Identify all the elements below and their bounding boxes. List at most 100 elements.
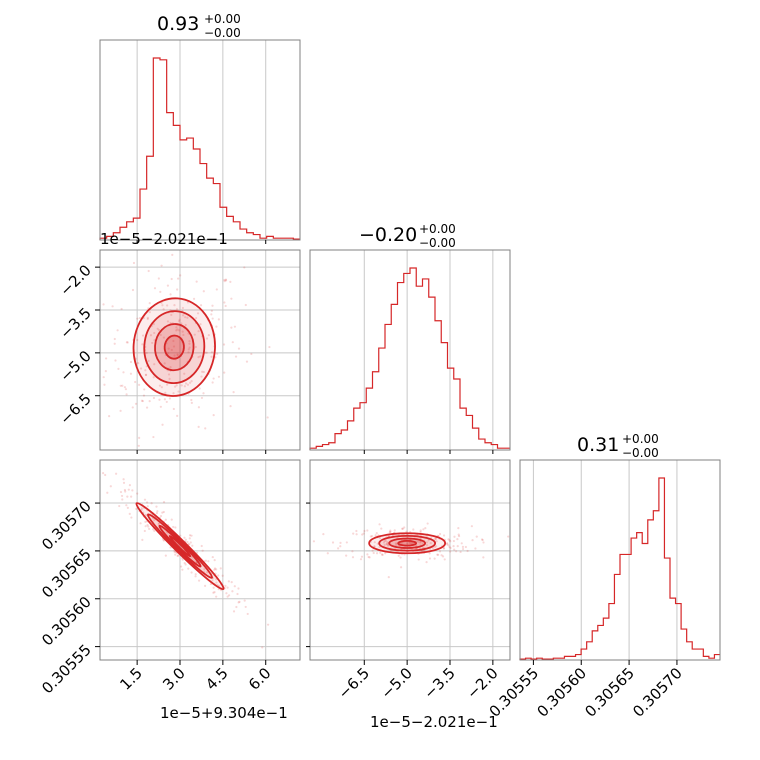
density-panel-2-0-sample xyxy=(200,544,203,548)
density-panel-1-0-sample xyxy=(193,333,196,336)
density-panel-2-0-sample xyxy=(102,472,105,475)
density-panel-2-0-sample xyxy=(211,579,214,582)
density-panel-1-0-sample xyxy=(147,269,150,273)
density-panel-2-0-sample xyxy=(204,559,208,562)
density-panel-2-1-sample xyxy=(449,540,452,543)
density-panel-1-0-sample xyxy=(170,277,173,281)
ytick-label-2-0: 0.30555 xyxy=(38,641,95,698)
density-panel-2-1-sample xyxy=(379,551,382,554)
density-panel-1-0-sample xyxy=(169,366,172,369)
density-panel-1-0-sample xyxy=(153,331,156,335)
density-panel-2-0-sample xyxy=(126,495,129,498)
density-panel-2-0-sample xyxy=(226,595,229,598)
density-panel-1-0-sample xyxy=(114,359,117,362)
density-panel-2-0-sample xyxy=(130,516,133,519)
density-panel-1-0-sample xyxy=(113,337,116,341)
density-panel-2-0-sample xyxy=(261,646,264,649)
density-panel-2-1-sample xyxy=(326,552,329,555)
density-panel-2-0-sample xyxy=(152,528,155,531)
density-panel-2-1-sample xyxy=(437,553,440,556)
density-panel-2-0-sample xyxy=(172,525,175,529)
density-panel-2-0-sample xyxy=(174,526,177,529)
density-panel-2-1-sample xyxy=(373,541,376,544)
density-panel-2-1-sample xyxy=(425,541,428,544)
density-panel-2-1-sample xyxy=(457,534,461,538)
density-panel-1-0-sample xyxy=(158,384,162,387)
density-panel-1-0-sample xyxy=(215,288,218,291)
density-panel-2-1-sample xyxy=(409,541,412,545)
density-panel-1-0-sample xyxy=(179,274,182,277)
density-panel-2-0-sample xyxy=(170,518,173,521)
density-panel-1-0-sample xyxy=(194,345,197,349)
density-panel-1-0-sample xyxy=(173,385,177,388)
density-panel-1-0-sample xyxy=(175,326,178,329)
density-panel-1-0-sample xyxy=(102,303,105,306)
density-panel-1-0-sample xyxy=(223,278,226,282)
density-panel-2-1-sample xyxy=(435,540,438,543)
density-panel-1-0-sample xyxy=(159,405,162,408)
density-panel-1-0-sample xyxy=(184,323,187,327)
density-panel-1-0-sample xyxy=(162,336,166,339)
density-panel-1-0-sample xyxy=(144,369,147,372)
density-panel-1-0-sample xyxy=(180,322,183,325)
density-panel-2-1-sample xyxy=(421,542,424,545)
density-panel-2-1-sample xyxy=(366,553,369,556)
density-panel-2-0-sample xyxy=(125,504,128,507)
density-panel-2-1-sample xyxy=(456,544,459,548)
density-panel-1-0-sample xyxy=(187,351,190,354)
density-panel-2-0-sample xyxy=(115,472,118,475)
density-panel-2-0-sample xyxy=(266,623,270,626)
density-panel-2-0-contour-4 xyxy=(168,535,192,558)
density-panel-2-1-sample xyxy=(481,538,484,542)
xtick-label-1-0: −6.5 xyxy=(335,664,373,702)
density-panel-1-0-sample xyxy=(104,370,107,373)
hist-panel-1-background xyxy=(100,40,300,240)
density-panel-1-0-sample xyxy=(172,407,175,411)
density-panel-2-0-sample xyxy=(139,522,142,525)
density-panel-1-0-sample xyxy=(181,314,185,317)
density-panel-1-0-sample xyxy=(166,320,170,323)
density-panel-1-0-sample xyxy=(103,383,106,386)
density-panel-2-1-sample xyxy=(449,550,452,553)
density-panel-1-0-frame xyxy=(99,249,301,451)
density-panel-2-0-sample xyxy=(173,550,176,554)
ytick-label-1-1: −5.0 xyxy=(56,347,94,385)
density-panel-2-1-sample xyxy=(374,534,377,537)
density-panel-1-0-sample xyxy=(197,330,200,333)
density-panel-2-0-sample xyxy=(212,591,215,594)
density-panel-2-1-sample xyxy=(447,544,450,547)
xtick-label-0-0: 1.5 xyxy=(116,664,146,694)
density-panel-1-0-sample xyxy=(173,354,176,357)
density-panel-2-0-sample xyxy=(176,554,179,558)
density-panel-2-0-sample xyxy=(191,544,194,547)
density-panel-2-0-sample xyxy=(174,553,177,556)
density-panel-2-0-sample xyxy=(213,558,216,562)
density-panel-1-0-sample xyxy=(172,345,176,348)
density-panel-2-0-sample xyxy=(213,568,216,571)
density-panel-1-0-sample xyxy=(245,360,249,363)
density-panel-2-1-sample xyxy=(448,539,451,542)
density-panel-1-0-sample xyxy=(119,409,122,412)
density-panel-2-0-sample xyxy=(244,605,247,609)
density-panel-1-0-sample xyxy=(126,341,129,344)
density-panel-2-1-sample xyxy=(482,541,485,544)
density-panel-1-0-sample xyxy=(190,401,193,404)
density-panel-1-0-sample xyxy=(211,317,214,320)
density-panel-1-0-sample xyxy=(176,353,179,356)
density-panel-2-0-sample xyxy=(153,529,156,533)
density-panel-2-0-sample xyxy=(109,485,112,488)
density-panel-2-1-sample xyxy=(436,553,439,556)
density-panel-1-0-sample xyxy=(202,370,205,374)
density-panel-2-1-sample xyxy=(371,549,374,552)
density-panel-2-1-sample xyxy=(380,553,384,556)
density-panel-1-0-sample xyxy=(188,340,191,343)
density-panel-2-0-sample xyxy=(231,590,234,593)
density-panel-2-1-sample xyxy=(375,531,378,535)
density-panel-2-1-sample xyxy=(433,546,437,549)
density-panel-1-0-sample xyxy=(188,346,191,349)
hist-panel-1 xyxy=(99,39,301,241)
density-panel-2-1-sample xyxy=(361,533,364,536)
density-panel-2-1-sample xyxy=(399,566,403,569)
density-panel-2-1-sample xyxy=(366,529,369,532)
density-panel-1-0-sample xyxy=(159,333,162,337)
